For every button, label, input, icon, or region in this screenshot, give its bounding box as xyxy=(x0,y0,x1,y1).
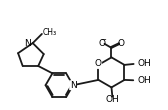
Text: OH: OH xyxy=(138,59,151,68)
Text: CH₃: CH₃ xyxy=(43,28,57,37)
Text: N: N xyxy=(70,81,76,90)
Text: OH: OH xyxy=(137,76,151,85)
Text: O: O xyxy=(95,60,102,68)
Text: OH: OH xyxy=(106,95,119,104)
Text: O: O xyxy=(118,39,125,48)
Text: −: − xyxy=(100,37,106,43)
Text: O: O xyxy=(99,39,106,48)
Text: N: N xyxy=(24,39,31,48)
